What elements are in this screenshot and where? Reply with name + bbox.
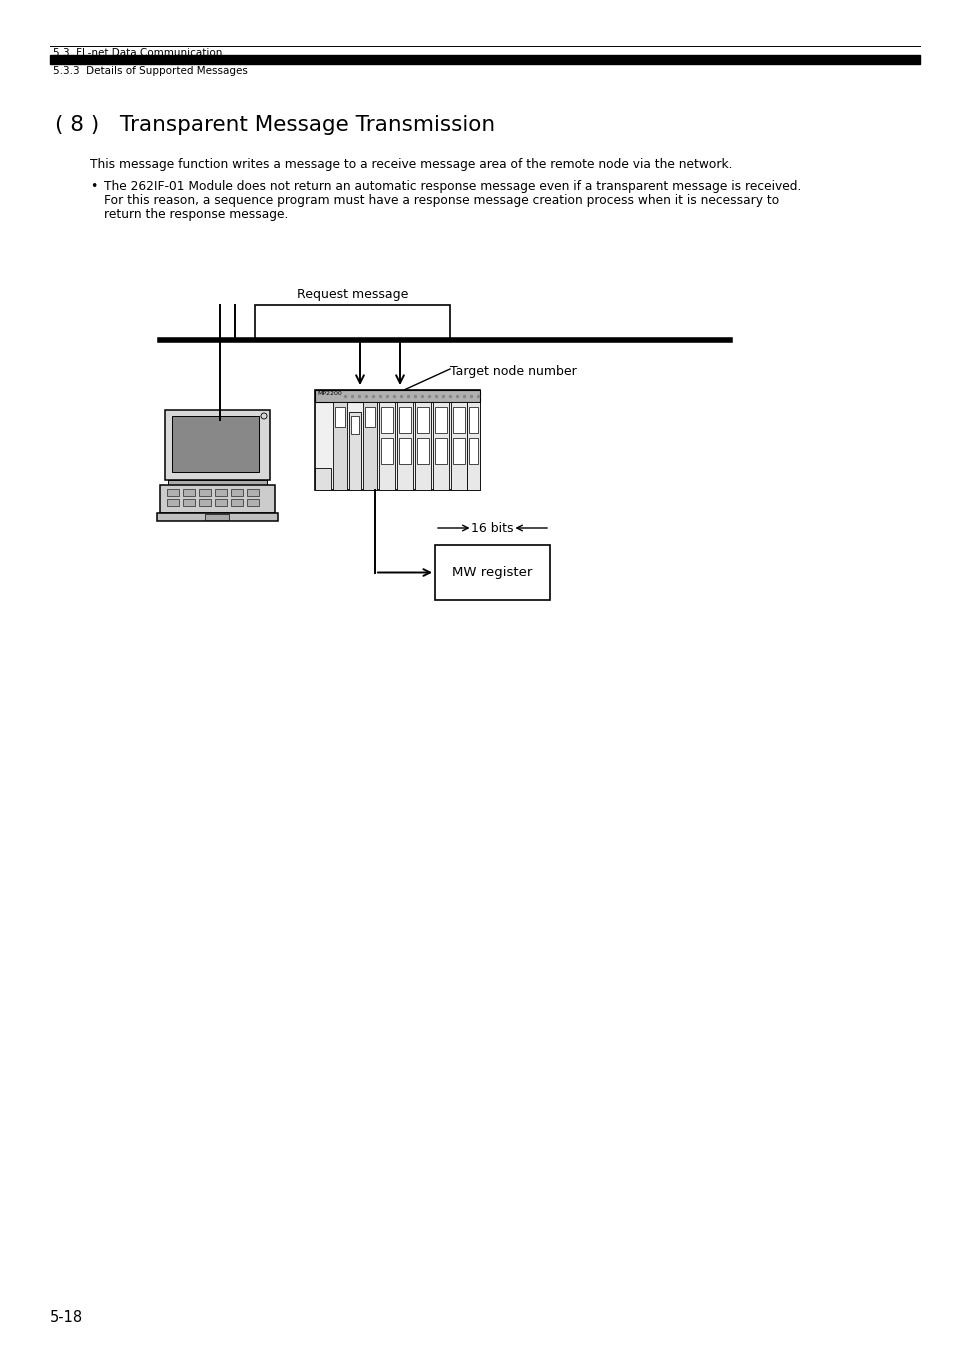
Text: ( 8 )   Transparent Message Transmission: ( 8 ) Transparent Message Transmission: [55, 115, 495, 135]
Bar: [469, 406, 477, 433]
Bar: [183, 489, 194, 495]
Bar: [416, 406, 429, 433]
Bar: [396, 402, 413, 490]
Text: For this reason, a sequence program must have a response message creation proces: For this reason, a sequence program must…: [104, 194, 779, 207]
Bar: [398, 406, 411, 433]
Bar: [380, 406, 393, 433]
Text: return the response message.: return the response message.: [104, 208, 288, 221]
Bar: [50, 55, 919, 63]
Bar: [398, 437, 411, 464]
Bar: [247, 489, 258, 495]
Bar: [160, 485, 274, 513]
Bar: [165, 410, 270, 481]
Bar: [365, 406, 375, 427]
Bar: [435, 437, 447, 464]
Bar: [435, 406, 447, 433]
Bar: [380, 437, 393, 464]
Bar: [231, 500, 243, 506]
Bar: [231, 489, 243, 495]
Bar: [469, 437, 477, 464]
Bar: [172, 416, 258, 472]
Bar: [199, 500, 211, 506]
Bar: [167, 489, 179, 495]
Bar: [199, 489, 211, 495]
Text: •: •: [90, 180, 97, 193]
Bar: [453, 437, 464, 464]
Text: 16 bits: 16 bits: [471, 521, 514, 535]
Bar: [254, 305, 450, 340]
Bar: [435, 545, 550, 599]
Bar: [314, 390, 479, 490]
Bar: [314, 468, 331, 490]
Bar: [349, 412, 360, 490]
Bar: [453, 406, 464, 433]
Bar: [415, 402, 431, 490]
Bar: [214, 489, 227, 495]
Bar: [335, 406, 345, 427]
Bar: [433, 402, 449, 490]
Bar: [314, 390, 479, 402]
Bar: [351, 416, 358, 433]
Bar: [157, 513, 277, 521]
Bar: [451, 402, 467, 490]
Bar: [214, 500, 227, 506]
Text: This message function writes a message to a receive message area of the remote n: This message function writes a message t…: [90, 158, 732, 171]
Bar: [416, 437, 429, 464]
Text: Target node number: Target node number: [450, 364, 577, 378]
Bar: [167, 500, 179, 506]
Text: MW register: MW register: [452, 566, 532, 579]
Bar: [183, 500, 194, 506]
Bar: [333, 402, 347, 490]
Bar: [467, 402, 479, 490]
Text: 5.3.3  Details of Supported Messages: 5.3.3 Details of Supported Messages: [53, 66, 248, 76]
Text: 5-18: 5-18: [50, 1310, 83, 1324]
Bar: [168, 481, 267, 485]
Bar: [378, 402, 395, 490]
Text: 5.3  FL-net Data Communication: 5.3 FL-net Data Communication: [53, 49, 222, 58]
Bar: [247, 500, 258, 506]
Text: Request message: Request message: [296, 288, 408, 301]
Text: MP2200: MP2200: [316, 392, 341, 396]
Text: The 262IF-01 Module does not return an automatic response message even if a tran: The 262IF-01 Module does not return an a…: [104, 180, 801, 193]
Bar: [363, 402, 376, 490]
Bar: [205, 514, 229, 520]
